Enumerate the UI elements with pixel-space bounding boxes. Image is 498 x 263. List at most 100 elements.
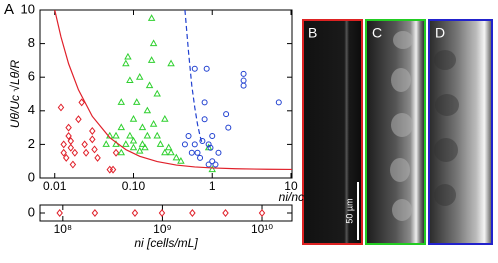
triangle-point [117,98,126,105]
triangle-point [135,72,144,80]
circle-point [191,141,198,148]
panel-label: B [308,25,317,41]
diamond-point [94,153,101,162]
triangle-point [147,56,156,63]
panel-label: C [372,25,382,41]
diamond-point [65,123,72,132]
circle-point [225,124,232,131]
circle-point [223,111,230,118]
diamond-point [82,148,90,157]
scale-bar-label: 50 µm [344,198,354,223]
triangle-point [177,156,185,164]
circle-point [205,141,212,148]
diamond-point [158,209,166,217]
triangle-point [117,123,126,131]
x-tick-label: 10⁸ [54,222,72,236]
circle-point [240,82,247,89]
triangle-point [126,131,134,139]
micrograph-b [302,19,363,245]
circle-point [205,161,212,168]
diamond-point [222,209,229,217]
circle-point [197,154,204,161]
triangle-point [132,98,141,105]
x-axis-label: ni/nc [279,190,304,204]
curve [54,10,292,171]
circle-point [199,138,206,145]
triangle-point [161,148,169,156]
y-tick-label: 0 [28,204,35,219]
finger-pattern [434,50,459,206]
y-tick-label: 6 [28,69,35,84]
circle-point [212,161,219,168]
diamond-point [258,209,266,217]
diamond-point [189,209,196,217]
circle-point [188,149,195,156]
triangle-point [129,136,138,144]
circle-point [207,144,214,151]
y-tick-label: 0 [28,169,35,184]
x-tick-label: 10 [284,179,298,193]
y-tick-label: 10 [21,1,35,16]
triangle-point [117,148,126,156]
triangle-point [172,153,181,161]
triangle-point [167,148,175,156]
triangle-point [167,59,175,67]
triangle-point [164,143,173,151]
y-axis-label: Uθ/Uc √Lθ/R [8,60,22,129]
triangle-point [153,131,161,139]
circle-point [181,141,188,148]
circle-point [240,70,247,77]
x-tick-label: 0.10 [122,179,146,193]
x-tick-label: 0.01 [43,179,67,193]
diamond-point [62,153,70,162]
y-tick-label: 4 [28,102,35,117]
diamond-point [75,115,82,124]
triangle-point [135,146,144,154]
triangle-point [149,39,158,47]
triangle-point [156,140,165,147]
diamond-point [60,148,67,157]
panel-label: A [4,1,14,18]
diamond-point [69,160,77,169]
diamond-point [60,140,67,149]
curve [184,10,203,145]
circle-point [201,99,208,106]
plot-frame [39,9,293,179]
triangle-point [141,143,149,151]
circle-point [215,149,222,156]
triangle-point [208,165,216,173]
y-tick-label: 8 [28,35,35,50]
diamond-point [91,209,99,217]
triangle-point [147,14,156,21]
circle-point [201,116,208,123]
diamond-point [89,135,96,144]
diamond-point [112,148,120,157]
triangle-point [149,120,158,127]
circle-point [191,65,198,72]
triangle-point [161,114,169,122]
diamond-point [81,140,88,149]
x-tick-label: 10⁹ [153,222,172,236]
triangle-point [143,131,152,139]
finger-pattern [390,31,413,221]
micrograph-d [428,19,493,245]
circle-point [209,133,216,139]
diamond-point [106,165,114,174]
circle-point [185,133,192,139]
triangle-point [124,52,132,60]
triangle-point [129,143,138,151]
diamond-point [131,209,139,217]
diamond-point [65,132,72,140]
triangle-point [145,81,154,89]
triangle-point [126,76,134,84]
circle-point [240,77,247,84]
x-tick-label: 1 [209,179,216,193]
triangle-point [122,140,130,147]
triangle-point [143,106,152,114]
triangle-point [112,131,120,139]
diamond-point [78,98,85,107]
y-tick-label: 2 [28,136,35,151]
triangle-point [153,89,161,97]
circle-point [194,149,201,156]
